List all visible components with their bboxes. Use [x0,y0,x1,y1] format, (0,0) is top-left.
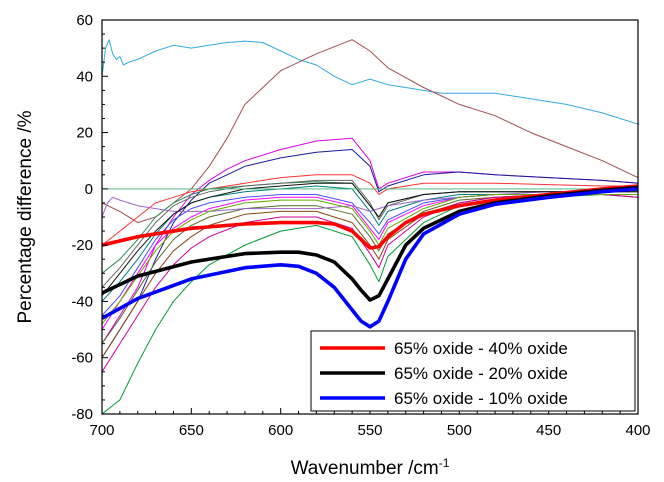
y-tick-label: 20 [76,125,93,142]
y-axis-title: Percentage difference /% [15,110,36,323]
x-axis-title-superscript: -1 [439,456,450,470]
legend-label: 65% oxide - 10% oxide [394,389,568,408]
series-layer [102,39,638,414]
x-tick-label: 500 [447,422,472,439]
x-tick-label: 400 [625,422,650,439]
y-tick-label: 40 [76,68,93,85]
ticks-layer: 700 650 600 550 500 450 400 60 40 20 0 -20 -40 -60 -80 [71,12,650,439]
y-tick-label: 0 [85,181,93,198]
legend: 65% oxide - 40% oxide 65% oxide - 20% oxi… [310,330,636,412]
series-line-7 [102,174,638,246]
legend-label: 65% oxide - 40% oxide [394,339,568,358]
y-tick-label: -40 [71,293,93,310]
series-line-6 [102,149,638,358]
y-tick-label: -80 [71,406,93,423]
series-line-65-oxide-40-oxide [102,184,638,250]
x-axis-title: Wavenumber /cm-1 [291,456,450,479]
series-line-19 [102,194,638,325]
series-line-3 [102,39,638,125]
x-tick-label: 550 [357,422,382,439]
x-tick-label: 600 [268,422,293,439]
x-tick-label: 650 [179,422,204,439]
legend-label: 65% oxide - 20% oxide [394,364,568,383]
x-axis-title-main: Wavenumber /cm [291,458,439,479]
series-line-18 [102,182,638,297]
y-tick-label: 60 [76,12,93,29]
series-line-65-oxide-10-oxide [102,187,638,329]
y-tick-label: -60 [71,350,93,367]
x-tick-label: 700 [89,422,114,439]
y-tick-label: -20 [71,237,93,254]
x-tick-label: 450 [536,422,561,439]
